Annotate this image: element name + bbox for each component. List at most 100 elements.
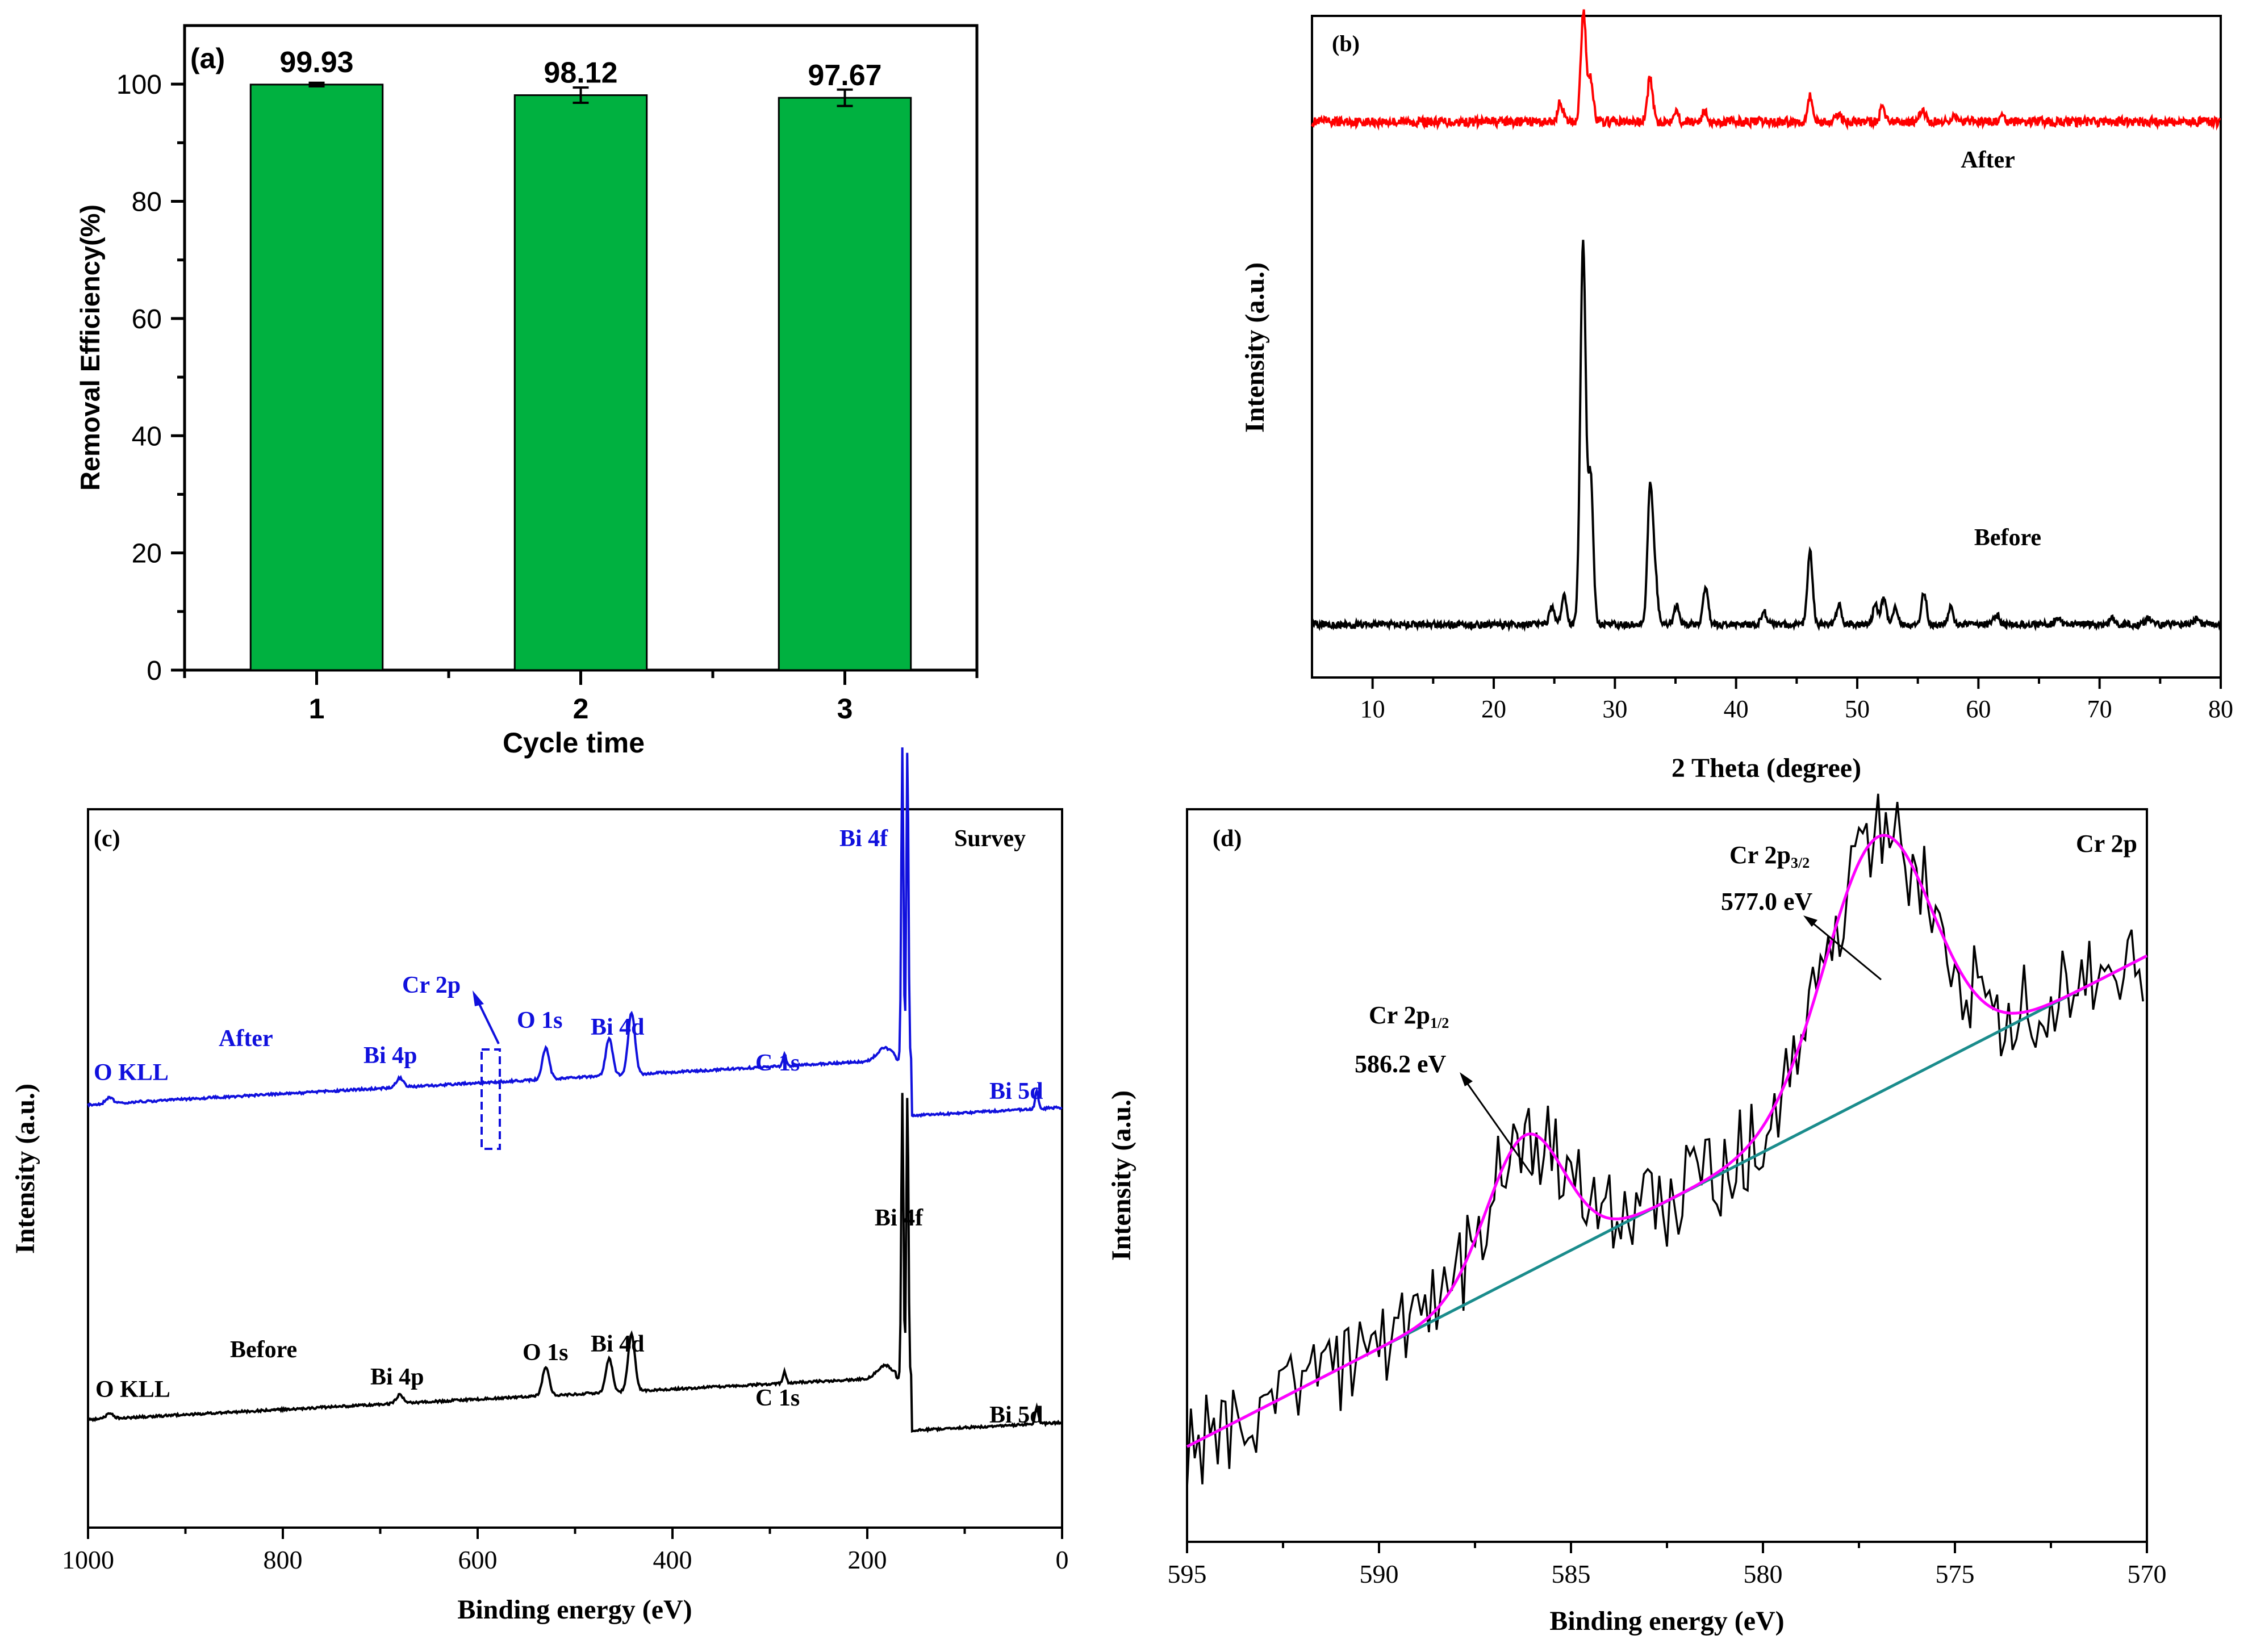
panel-c-before-o-kll: O KLL: [95, 1377, 170, 1403]
panel-b-after-label: After: [1961, 147, 2015, 173]
panel-a-y-tick-label: 20: [132, 539, 162, 569]
panel-d-peak2-sub: 3/2: [1791, 855, 1810, 871]
panel-a-y-title: Removal Efficiency(%): [75, 204, 105, 491]
panel-c-x-tick-label: 400: [653, 1545, 692, 1574]
panel-a-y-ticks: 0 20 40 60 80 100: [116, 70, 185, 686]
panel-c-after-cr2p: Cr 2p: [402, 972, 461, 998]
panel-c-x-tick-label: 0: [1056, 1545, 1069, 1574]
panel-c-label: (c): [94, 826, 120, 852]
panel-c-before-label: Before: [230, 1337, 297, 1363]
panel-c-before-bi4d: Bi 4d: [591, 1331, 645, 1357]
panel-c-after-label: After: [219, 1026, 273, 1052]
panel-d-raw-spectrum: [1186, 793, 2144, 1488]
panel-b-frame: [1311, 15, 2222, 679]
panel-b-before-pattern: [1311, 240, 2221, 633]
panel-c-y-title: Intensity (a.u.): [10, 1084, 40, 1254]
panel-a-bar: [249, 83, 384, 671]
panel-b-label: (b): [1332, 31, 1360, 56]
panel-d-x-tick-label: 575: [1936, 1559, 1975, 1588]
panel-d-cr2p-label: Cr 2p: [2076, 830, 2137, 858]
panel-c-after-c1s: C 1s: [755, 1050, 800, 1076]
panel-c-before-survey: [87, 1093, 1063, 1433]
panel-c-after-o-kll: O KLL: [94, 1060, 169, 1086]
panel-d-arrowhead-1: [1460, 1072, 1473, 1086]
panel-a-value-label: 97.67: [808, 59, 881, 92]
panel-a-bars: 99.93 98.12 97.67: [249, 46, 912, 671]
panel-a-y-tick-label: 0: [147, 656, 162, 686]
panel-d-peak1-main: Cr 2p: [1369, 1001, 1430, 1029]
panel-c-after-survey: [87, 747, 1063, 1118]
panel-b-x-tick-label: 20: [1481, 695, 1506, 723]
panel-c-after-bi4f: Bi 4f: [839, 826, 888, 852]
panel-b-x-tick-label: 80: [2208, 695, 2233, 723]
panel-d-x-tick-label: 595: [1168, 1559, 1207, 1588]
panel-a-y-tick-label: 40: [132, 421, 162, 451]
panel-d-x-tick-label: 585: [1552, 1559, 1591, 1588]
panel-c-before-c1s: C 1s: [755, 1385, 800, 1411]
panel-b-x-tick-label: 30: [1602, 695, 1627, 723]
panel-c-x-ticks: 1000 800 600 400 200 0: [62, 1528, 1069, 1574]
panel-c-after-bi4d: Bi 4d: [591, 1014, 645, 1040]
panel-a-x-title: Cycle time: [503, 727, 645, 759]
panel-c-before-bi4p: Bi 4p: [370, 1364, 424, 1390]
panel-c-before-o1s: O 1s: [523, 1340, 569, 1366]
panel-c-x-tick-label: 600: [458, 1545, 498, 1574]
panel-c-x-tick-label: 800: [264, 1545, 303, 1574]
panel-b-x-tick-label: 60: [1966, 695, 1991, 723]
panel-b: (b) 10 20 30 40 50 60 70 80 After Before 2 Thet…: [1240, 9, 2233, 783]
panel-b-x-tick-label: 10: [1360, 695, 1385, 723]
panel-b-x-tick-label: 70: [2087, 695, 2112, 723]
panel-c-after-o1s: O 1s: [517, 1007, 563, 1034]
panel-d-x-tick-label: 570: [2128, 1559, 2167, 1588]
panel-c-after-bi5d: Bi 5d: [989, 1078, 1043, 1105]
panel-b-x-tick-label: 50: [1845, 695, 1870, 723]
panel-d-x-tick-label: 580: [1744, 1559, 1783, 1588]
panel-c-cr2p-box: [480, 1048, 501, 1150]
panel-c-x-tick-label: 1000: [62, 1545, 114, 1574]
panel-b-after-pattern: [1311, 9, 2221, 131]
panel-d-peak1-sub: 1/2: [1430, 1015, 1449, 1031]
panel-a-bar: [778, 97, 912, 671]
panel-a-y-tick-label: 80: [132, 187, 162, 218]
panel-c-frame: [87, 808, 1063, 1529]
panel-c: (c) 1000 800 600 400 200 0 Survey O KLL After…: [10, 747, 1069, 1625]
panel-d-peak2-energy: 577.0 eV: [1721, 888, 1813, 915]
panel-b-y-title: Intensity (a.u.): [1240, 262, 1270, 433]
panel-a-x-tick-label: 3: [837, 693, 853, 725]
panel-b-x-tick-label: 40: [1724, 695, 1749, 723]
panel-d-peak1-energy: 586.2 eV: [1355, 1050, 1447, 1078]
panel-a-y-tick-label: 60: [132, 304, 162, 334]
panel-c-cr2p-arrow: [476, 999, 500, 1044]
panel-a-x-tick-label: 1: [309, 693, 325, 725]
panel-a-value-label: 98.12: [544, 57, 617, 90]
panel-a-x-tick-label: 2: [573, 693, 589, 725]
panel-d-x-title: Binding energy (eV): [1549, 1606, 1784, 1636]
panel-d: (d) 595 590 585 580 575 570 Cr 2p Cr 2p1/2 58…: [1106, 793, 2167, 1636]
panel-d-arrow-1: [1463, 1078, 1534, 1176]
panel-d-peak1-name: Cr 2p1/2: [1369, 1001, 1449, 1031]
panel-a-label: (a): [190, 43, 225, 74]
panel-d-peak2-name: Cr 2p3/2: [1729, 841, 1810, 871]
panel-d-x-ticks: 595 590 585 580 575 570: [1168, 1542, 2167, 1588]
panel-a-y-tick-label: 100: [116, 70, 162, 100]
panel-a-value-label: 99.93: [279, 46, 353, 79]
panel-d-x-tick-label: 590: [1360, 1559, 1399, 1588]
panel-d-frame: [1186, 808, 2148, 1543]
panel-a-x-ticks: 1 2 3: [183, 670, 979, 725]
panel-c-x-title: Binding energy (eV): [457, 1595, 692, 1625]
panel-a-bar: [513, 94, 648, 671]
panel-c-survey-label: Survey: [954, 826, 1026, 852]
panel-b-x-ticks: 10 20 30 40 50 60 70 80: [1360, 677, 2233, 723]
panel-c-cr2p-arrowhead: [473, 990, 484, 1006]
panel-c-after-bi4p: Bi 4p: [363, 1043, 417, 1069]
panel-d-peak2-main: Cr 2p: [1729, 841, 1791, 869]
panel-b-x-title: 2 Theta (degree): [1672, 753, 1861, 783]
panel-b-before-label: Before: [1974, 525, 2041, 551]
panel-c-x-tick-label: 200: [848, 1545, 887, 1574]
panel-d-arrowhead-2: [1803, 915, 1817, 927]
panel-d-arrow-2: [1808, 919, 1882, 981]
panel-c-before-bi5d: Bi 5d: [989, 1402, 1043, 1428]
panel-c-before-bi4f: Bi 4f: [875, 1205, 924, 1231]
panel-d-y-title: Intensity (a.u.): [1106, 1090, 1136, 1261]
